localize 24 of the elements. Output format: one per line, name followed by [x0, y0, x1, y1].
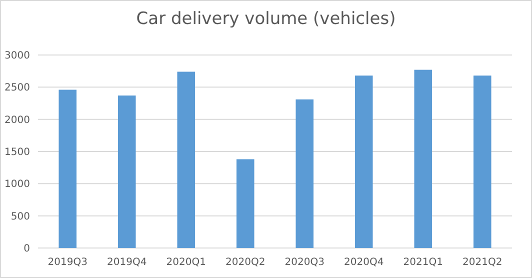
- y-tick-label: 0: [24, 244, 30, 254]
- x-tick-label: 2020Q4: [344, 257, 384, 268]
- y-tick-label: 500: [10, 211, 30, 222]
- x-tick-label: 2019Q3: [48, 257, 88, 268]
- x-tick-label: 2021Q1: [403, 257, 443, 268]
- x-tick-label: 2019Q4: [107, 257, 147, 268]
- bar: [473, 76, 492, 248]
- bar: [296, 99, 314, 248]
- y-tick-label: 2000: [4, 114, 30, 126]
- bar: [177, 72, 196, 248]
- bar: [414, 70, 432, 248]
- bar: [118, 96, 136, 248]
- x-tick-label: 2020Q3: [284, 257, 324, 268]
- y-tick-label: 1000: [4, 179, 30, 190]
- bar: [354, 76, 373, 248]
- y-tick-label: 3000: [4, 50, 30, 62]
- x-tick-label: 2021Q2: [462, 257, 502, 268]
- bar: [236, 159, 254, 248]
- x-tick-label: 2020Q1: [166, 257, 206, 268]
- y-tick-label: 2500: [4, 82, 30, 94]
- y-tick-label: 1500: [4, 147, 30, 158]
- bar: [58, 90, 77, 248]
- chart-title: Car delivery volume (vehicles): [136, 9, 396, 29]
- x-tick-label: 2020Q2: [226, 257, 266, 268]
